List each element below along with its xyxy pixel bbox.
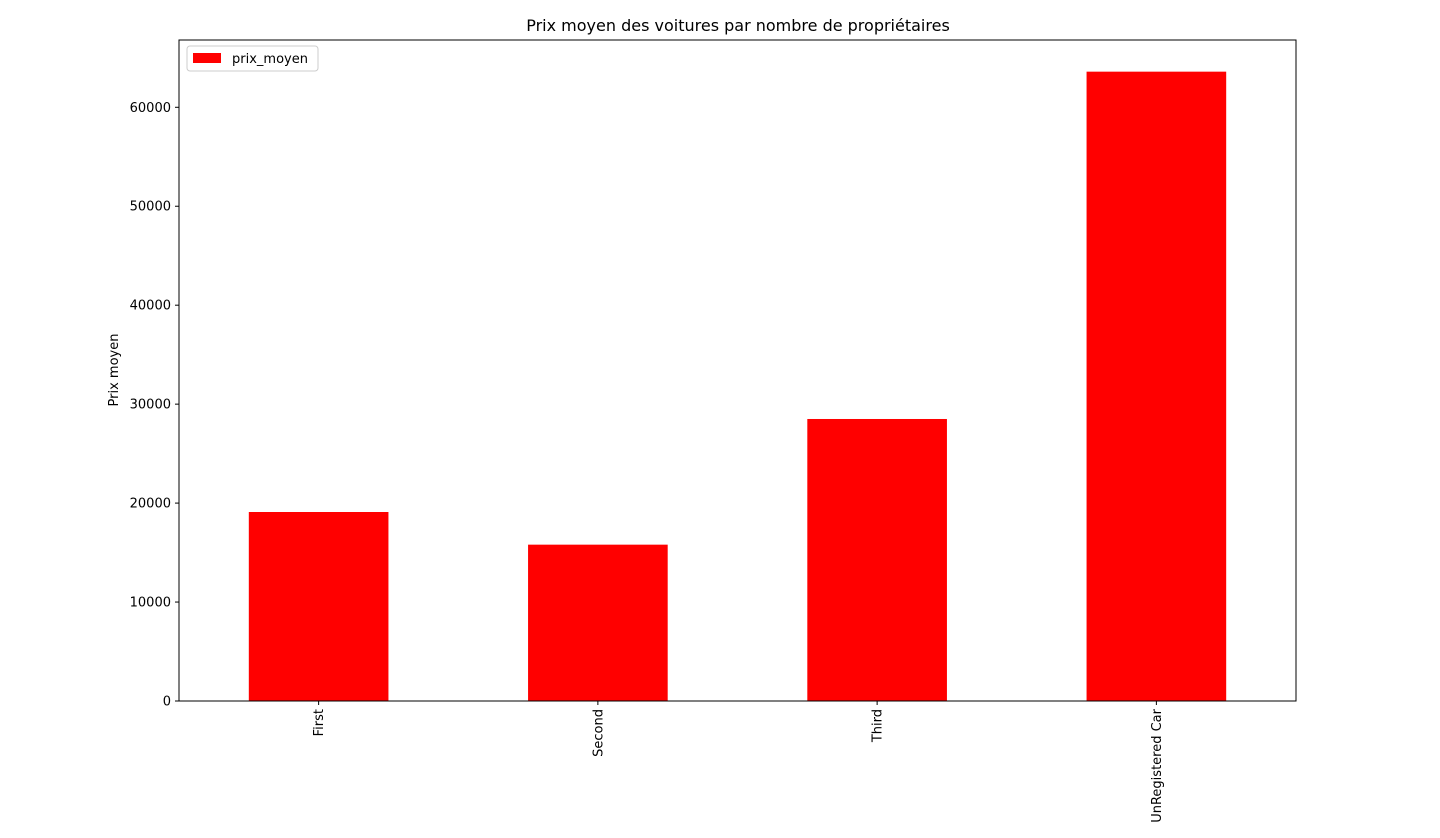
- chart-title: Prix moyen des voitures par nombre de pr…: [526, 16, 950, 35]
- bars: [248, 71, 1227, 701]
- y-tick-label: 60000: [130, 101, 171, 116]
- y-tick-label: 0: [163, 695, 171, 710]
- y-tick-label: 50000: [130, 200, 171, 215]
- x-tick-label: First: [312, 709, 327, 736]
- y-axis-label: Prix moyen: [107, 334, 122, 407]
- y-axis-ticks: 0 10000 20000 30000 40000 50000 60000: [130, 101, 179, 710]
- y-tick-label: 10000: [130, 596, 171, 611]
- legend-swatch: [193, 53, 221, 63]
- legend-label: prix_moyen: [232, 52, 308, 67]
- bar-unregistered-car: [1086, 71, 1227, 701]
- x-tick-label: Third: [871, 709, 886, 743]
- x-axis-ticks: First Second Third UnRegistered Car: [312, 701, 1165, 823]
- bar-first: [248, 512, 389, 701]
- plot-frame: [178, 39, 1297, 702]
- bar-third: [807, 418, 947, 701]
- y-tick-label: 40000: [130, 299, 171, 314]
- y-tick-label: 20000: [130, 497, 171, 512]
- x-tick-label: UnRegistered Car: [1150, 708, 1165, 822]
- bar-second: [528, 544, 668, 701]
- legend-box: [186, 45, 319, 72]
- legend: prix_moyen: [186, 45, 319, 72]
- y-tick-label: 30000: [130, 398, 171, 413]
- x-tick-label: Second: [591, 709, 606, 757]
